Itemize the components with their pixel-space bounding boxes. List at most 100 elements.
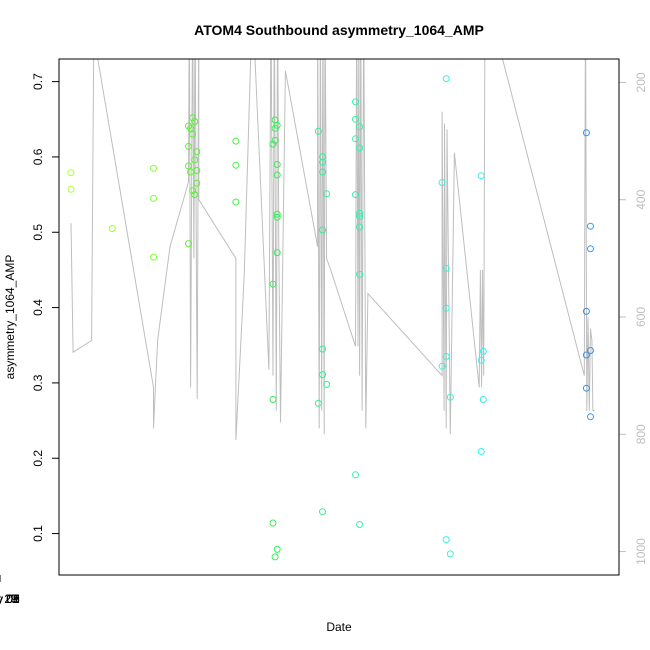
x-tick-label: Apr 29: [0, 592, 18, 606]
data-point: [273, 249, 281, 257]
data-point: [479, 396, 487, 403]
data-point: [193, 167, 201, 174]
data-point: [187, 168, 195, 176]
data-point: [232, 198, 240, 206]
data-point: [356, 212, 364, 220]
data-point: [269, 280, 277, 288]
y-tick-label: 0.4: [31, 299, 45, 316]
data-point: [273, 213, 281, 221]
data-point: [442, 75, 450, 83]
data-point: [191, 156, 199, 164]
plot-frame: [58, 58, 620, 576]
data-point: [185, 162, 192, 170]
data-point: [323, 380, 331, 388]
data-point: [442, 264, 450, 272]
data-point: [273, 171, 281, 179]
y-tick-label: 0.2: [31, 450, 45, 467]
data-point: [269, 396, 277, 403]
data-point: [67, 169, 75, 177]
data-point: [587, 347, 594, 354]
chart-title: ATOM4 Southbound asymmetry_1064_AMP: [194, 22, 484, 38]
data-point: [352, 191, 359, 199]
data-point: [319, 508, 326, 516]
data-point: [352, 115, 359, 123]
data-point: [193, 148, 201, 156]
data-point: [108, 225, 116, 232]
data-point: [446, 393, 454, 401]
data-point: [477, 356, 485, 364]
y-tick-label: 0.3: [31, 374, 45, 391]
data-point: [442, 353, 450, 360]
data-point: [587, 245, 594, 253]
data-point: [319, 168, 326, 176]
data-point: [356, 144, 364, 152]
data-point: [356, 270, 364, 278]
data-point: [189, 114, 197, 122]
data-point: [269, 140, 277, 148]
secondary-tick-label: 400: [634, 189, 648, 209]
data-point: [193, 179, 201, 187]
data-point: [442, 536, 450, 544]
data-point: [232, 161, 240, 169]
data-point: [582, 307, 590, 315]
data-point: [150, 164, 157, 172]
data-point: [323, 190, 331, 198]
x-tick-label: May 09: [0, 592, 20, 606]
y-tick-label: 0.5: [31, 224, 45, 241]
data-point: [356, 209, 364, 217]
data-point: [438, 362, 446, 370]
secondary-series-line: [70, 59, 595, 441]
data-point: [356, 521, 364, 528]
data-point: [352, 98, 359, 106]
data-point: [150, 253, 157, 261]
data-point: [185, 142, 192, 150]
data-point: [273, 210, 281, 218]
data-point: [67, 185, 75, 193]
data-point: [319, 226, 326, 234]
data-point: [189, 187, 197, 195]
data-point: [271, 136, 279, 144]
data-point: [582, 351, 590, 359]
data-point: [319, 153, 326, 161]
data-point: [356, 223, 364, 231]
data-point: [189, 130, 197, 138]
y-tick-label: 0.6: [31, 148, 45, 165]
data-point: [191, 118, 199, 125]
y-axis-label: asymmetry_1064_AMP: [3, 255, 17, 380]
data-point: [352, 471, 359, 479]
data-point: [477, 448, 485, 455]
data-point: [314, 399, 322, 407]
data-point: [191, 191, 199, 199]
data-point: [150, 194, 157, 202]
data-point: [273, 545, 281, 553]
data-point: [438, 179, 446, 186]
data-point: [319, 158, 326, 166]
secondary-tick-label: 600: [634, 307, 648, 327]
x-axis-label: Date: [326, 620, 352, 634]
x-tick-label: May 05: [0, 592, 20, 606]
data-point: [185, 122, 192, 130]
data-point: [477, 172, 485, 180]
data-point: [352, 135, 359, 143]
data-point: [587, 222, 594, 230]
data-point: [273, 121, 281, 129]
data-point: [273, 161, 281, 168]
y-tick-label: 0.7: [31, 73, 45, 90]
data-point: [479, 347, 487, 355]
y-tick-label: 0.1: [31, 525, 45, 542]
data-point: [582, 384, 590, 392]
data-point: [446, 550, 454, 558]
data-point: [187, 124, 195, 132]
data-point: [587, 413, 594, 421]
data-point: [442, 304, 450, 312]
secondary-tick-label: 800: [634, 424, 648, 444]
x-tick-label: May 01: [0, 592, 20, 606]
secondary-tick-label: 200: [634, 72, 648, 92]
data-point: [314, 127, 322, 135]
data-point: [232, 137, 240, 145]
x-tick-label: Apr 27: [0, 592, 18, 606]
x-tick-label: May 03: [0, 592, 20, 606]
data-point: [271, 553, 279, 561]
data-point: [582, 129, 590, 137]
